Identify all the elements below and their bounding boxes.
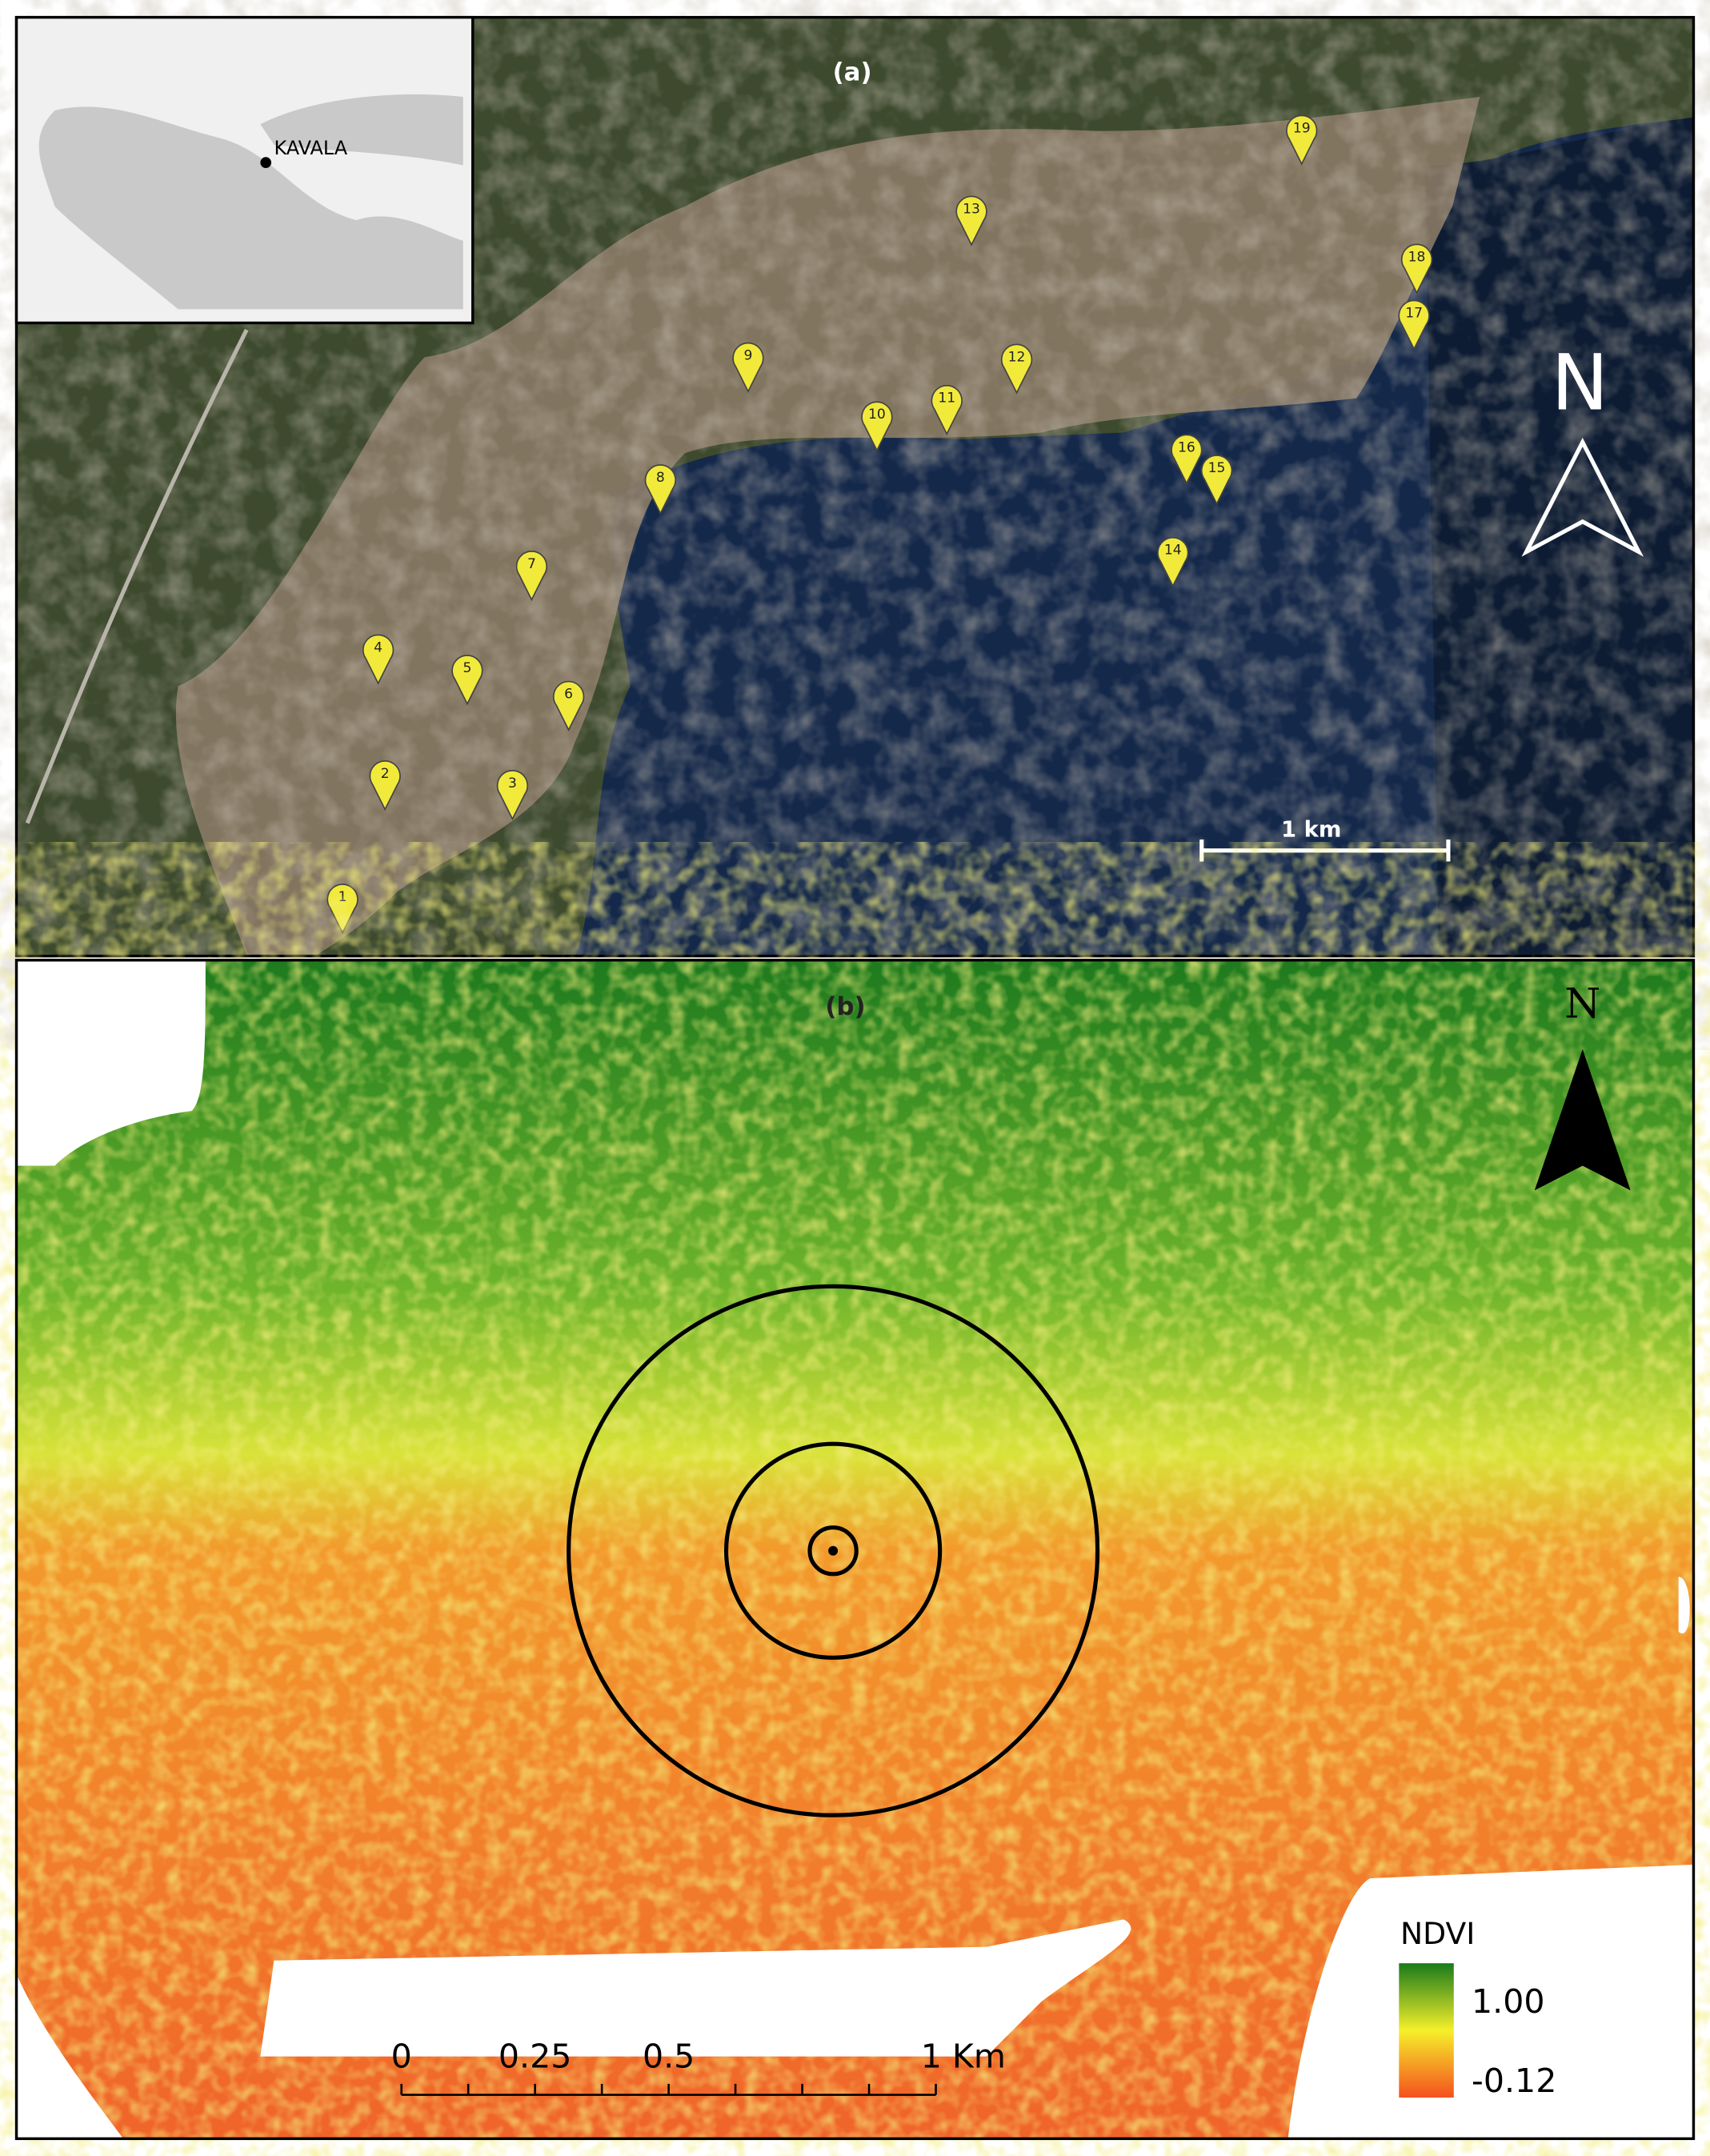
marker-label: 7 xyxy=(527,556,536,572)
marker-pin xyxy=(732,342,764,394)
no-data xyxy=(1678,1577,1690,1634)
marker-label: 3 xyxy=(508,775,517,791)
marker-pin xyxy=(515,551,548,602)
marker-label: 11 xyxy=(938,391,955,407)
marker-label: 16 xyxy=(1178,439,1195,455)
marker-pin xyxy=(451,655,483,706)
panel-a: KAVALA (a) N 1 km 1234567891011121314151… xyxy=(14,15,1696,958)
scale-bar: 0 0.25 0.5 1 Km xyxy=(391,2037,1006,2096)
buffer-ring xyxy=(807,1525,859,1577)
panel-label: (a) xyxy=(833,58,872,86)
panel-label: (b) xyxy=(825,992,865,1021)
site-point xyxy=(828,1545,839,1556)
marker-pin xyxy=(1398,299,1430,351)
marker-label: 14 xyxy=(1164,543,1182,559)
marker-pin xyxy=(861,401,893,452)
marker-pin xyxy=(931,384,963,436)
marker-pin xyxy=(1000,343,1033,395)
no-data xyxy=(16,960,206,1166)
north-arrow xyxy=(1521,437,1644,557)
marker-pin xyxy=(496,770,529,821)
scale-label: 0.5 xyxy=(643,2037,695,2075)
marker-label: 2 xyxy=(381,766,390,782)
marker-pin xyxy=(1286,114,1318,166)
panel-b: (b) N NDVI 1.00 -0.12 0 0.25 0.5 1 Km xyxy=(14,959,1696,2141)
marker-label: 10 xyxy=(868,407,886,423)
marker-pin xyxy=(955,195,987,246)
marker-label: 9 xyxy=(743,348,752,364)
legend-ramp xyxy=(1399,1963,1454,2098)
scale-label: 0 xyxy=(391,2037,412,2075)
north-label: N xyxy=(1564,980,1600,1028)
scale-label: 1 Km xyxy=(921,2037,1006,2075)
buffer-ring xyxy=(567,1284,1100,1817)
marker-label: 13 xyxy=(963,201,980,217)
marker-label: 12 xyxy=(1008,349,1026,365)
marker-label: 5 xyxy=(463,660,471,676)
frame xyxy=(14,15,1696,958)
legend-label: 1.00 xyxy=(1472,1982,1544,2021)
marker-label: 19 xyxy=(1293,120,1311,136)
marker-label: 15 xyxy=(1208,460,1226,476)
marker-label: 8 xyxy=(656,470,665,486)
inset-point xyxy=(260,157,272,169)
marker-pin xyxy=(644,464,677,515)
marker-label: 6 xyxy=(564,687,573,703)
marker-pin xyxy=(369,760,401,812)
marker-pin xyxy=(1200,455,1233,506)
marker-pin xyxy=(362,634,394,685)
marker-pin xyxy=(326,884,358,935)
marker-pin xyxy=(1400,243,1433,295)
no-data xyxy=(16,1919,1131,2139)
marker-label: 17 xyxy=(1405,306,1423,322)
north-label: N xyxy=(1551,338,1608,427)
frame xyxy=(14,959,1696,2141)
north-arrow xyxy=(1534,1049,1631,1191)
legend-title: NDVI xyxy=(1400,1916,1475,1951)
marker-pin xyxy=(552,680,585,731)
marker-label: 18 xyxy=(1408,249,1426,265)
inset-sea xyxy=(38,94,463,310)
marker-pin xyxy=(1157,537,1189,588)
inset-label: KAVALA xyxy=(274,137,347,159)
legend-label: -0.12 xyxy=(1472,2062,1556,2100)
marker-pin xyxy=(1171,434,1203,485)
marker-label: 4 xyxy=(374,639,382,655)
marker-label: 1 xyxy=(338,889,347,905)
scale-label: 1 km xyxy=(1281,818,1341,843)
scale-bar xyxy=(1199,840,1451,862)
buffer-ring xyxy=(723,1441,943,1660)
scale-label: 0.25 xyxy=(499,2037,571,2075)
road xyxy=(25,328,249,824)
